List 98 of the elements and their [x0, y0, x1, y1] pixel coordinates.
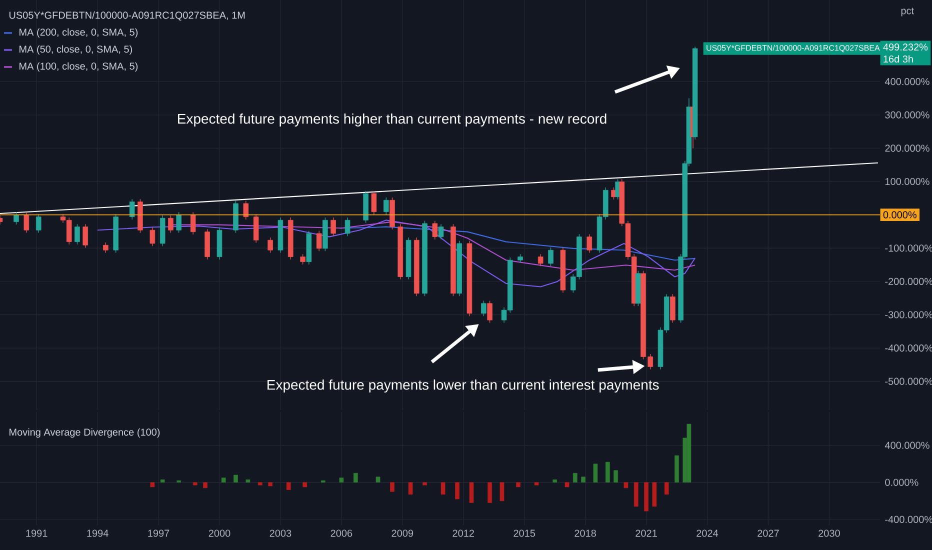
candlestick: [548, 247, 554, 266]
candlestick: [384, 197, 389, 215]
legend-label: MA (50, close, 0, SMA, 5): [20, 45, 132, 55]
candlestick: [74, 224, 80, 245]
candlestick: [371, 190, 377, 215]
x-tick-label: 2030: [818, 530, 840, 537]
bar: [203, 482, 208, 488]
bar: [606, 462, 610, 483]
candlestick: [14, 212, 19, 225]
annotation: Expected future payments lower than current interest payments: [268, 379, 659, 393]
x-tick-label: 2024: [696, 530, 718, 537]
candlestick: [268, 237, 273, 254]
x-tick-label: 1991: [26, 530, 48, 537]
y-tick-label: 400.000%: [884, 78, 930, 86]
legend-label: MA (200, close, 0, SMA, 5): [20, 28, 138, 38]
candlestick: [438, 224, 444, 240]
text: 16d 3h: [884, 55, 913, 63]
bar: [686, 424, 692, 483]
bar: [390, 482, 394, 492]
candlestick: [129, 198, 135, 220]
y-tick-label: 0.000%: [885, 478, 918, 486]
y-tick-label: 200.000%: [885, 144, 930, 152]
candlestick: [538, 254, 544, 266]
y-axis-title: pct: [901, 8, 914, 16]
bar: [581, 476, 586, 483]
bar: [246, 479, 250, 483]
bar: [339, 478, 344, 483]
bar: [614, 470, 618, 483]
bar: [644, 482, 648, 512]
bar: [150, 482, 155, 488]
bar: [268, 482, 272, 486]
candlestick: [150, 227, 156, 246]
bar: [408, 482, 413, 495]
bar: [376, 476, 380, 483]
candlestick: [36, 214, 42, 234]
bar: [286, 482, 291, 490]
candlestick: [253, 214, 259, 244]
bar: [221, 478, 226, 483]
bar: [258, 482, 262, 486]
y-tick-label: 400.000%: [884, 442, 930, 449]
candlestick: [432, 220, 438, 240]
candlestick: [82, 224, 88, 248]
x-tick-label: 2009: [392, 530, 414, 537]
candlestick: [487, 300, 492, 324]
candlestick: [586, 234, 592, 254]
x-tick-label: 2015: [514, 530, 536, 537]
legend-label: MA (100, close, 0, SMA, 5): [20, 62, 138, 72]
bar: [564, 482, 570, 488]
x-tick-label: 2006: [330, 530, 352, 537]
candlestick: [168, 215, 174, 234]
x-tick-label: 1997: [148, 530, 170, 537]
bar: [440, 482, 446, 495]
candlestick: [190, 212, 196, 235]
annotation: US05Y*GFDEBTN/100000-A091RC1Q027SBEA: [706, 44, 880, 52]
candlestick: [243, 200, 249, 220]
bar: [664, 482, 669, 495]
bar: [674, 455, 679, 483]
candlestick: [316, 230, 322, 252]
bar: [652, 482, 657, 507]
bar: [302, 482, 308, 488]
bar: [488, 482, 492, 503]
bar: [422, 482, 427, 486]
candlestick: [330, 217, 336, 236]
bar: [500, 482, 504, 502]
candlestick: [344, 217, 350, 236]
text: 499.232%: [883, 43, 928, 51]
bar: [469, 482, 474, 503]
line-series: [97, 220, 696, 288]
bar: [534, 482, 539, 486]
y-tick-label: 300.000%: [885, 111, 930, 118]
bar: [455, 482, 460, 500]
bar: [572, 472, 578, 483]
x-tick-label: 2018: [574, 530, 596, 537]
x-tick-label: 2003: [270, 530, 292, 537]
bar: [353, 472, 358, 483]
bar: [234, 474, 238, 483]
bar: [624, 482, 628, 488]
bar: [593, 464, 598, 483]
text: US05Y*GFDEBTN/100000-A091RC1Q027SBEA, 1M: [9, 11, 245, 21]
bar: [192, 482, 198, 486]
x-tick-label: 2000: [208, 530, 230, 537]
candlestick: [670, 294, 676, 324]
bar: [516, 482, 520, 488]
candlestick: [103, 242, 108, 254]
x-tick-label: 2027: [758, 530, 779, 537]
candlestick: [481, 300, 486, 316]
x-tick-label: 1994: [87, 530, 108, 537]
candlestick: [176, 212, 182, 234]
bar: [552, 479, 557, 483]
candlestick: [24, 212, 30, 234]
bar: [160, 479, 165, 483]
x-tick-label: 2021: [636, 530, 657, 537]
y-tick-label: 100.000%: [885, 178, 930, 186]
candlestick: [300, 254, 306, 265]
x-tick-label: 2012: [452, 530, 474, 537]
text: Moving Average Divergence (100): [10, 428, 160, 438]
annotation: Expected future payments higher than current payments - new record: [178, 113, 606, 127]
bar: [634, 482, 638, 507]
